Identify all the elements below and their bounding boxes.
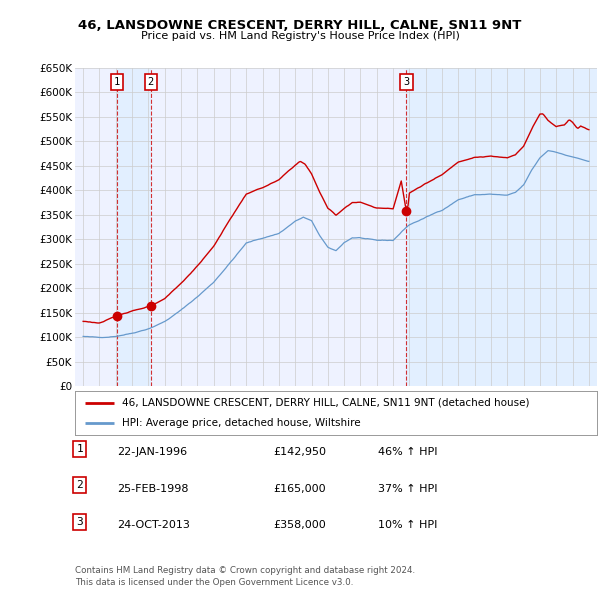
Text: £358,000: £358,000: [273, 520, 326, 530]
Text: 37% ↑ HPI: 37% ↑ HPI: [378, 484, 437, 494]
Text: 24-OCT-2013: 24-OCT-2013: [117, 520, 190, 530]
Text: 25-FEB-1998: 25-FEB-1998: [117, 484, 188, 494]
Text: 46, LANSDOWNE CRESCENT, DERRY HILL, CALNE, SN11 9NT (detached house): 46, LANSDOWNE CRESCENT, DERRY HILL, CALN…: [122, 398, 529, 408]
Bar: [117, 68, 151, 386]
Text: 46% ↑ HPI: 46% ↑ HPI: [378, 447, 437, 457]
Bar: [406, 68, 597, 386]
Text: 10% ↑ HPI: 10% ↑ HPI: [378, 520, 437, 530]
Text: 22-JAN-1996: 22-JAN-1996: [117, 447, 187, 457]
Text: 3: 3: [76, 517, 83, 527]
Text: Price paid vs. HM Land Registry's House Price Index (HPI): Price paid vs. HM Land Registry's House …: [140, 31, 460, 41]
Text: £165,000: £165,000: [273, 484, 326, 494]
Text: £142,950: £142,950: [273, 447, 326, 457]
Text: 46, LANSDOWNE CRESCENT, DERRY HILL, CALNE, SN11 9NT: 46, LANSDOWNE CRESCENT, DERRY HILL, CALN…: [79, 19, 521, 32]
Text: HPI: Average price, detached house, Wiltshire: HPI: Average price, detached house, Wilt…: [122, 418, 361, 428]
Text: 1: 1: [76, 444, 83, 454]
Text: 2: 2: [148, 77, 154, 87]
Text: Contains HM Land Registry data © Crown copyright and database right 2024.
This d: Contains HM Land Registry data © Crown c…: [75, 566, 415, 587]
Text: 2: 2: [76, 480, 83, 490]
Text: 1: 1: [113, 77, 120, 87]
Text: 3: 3: [403, 77, 409, 87]
